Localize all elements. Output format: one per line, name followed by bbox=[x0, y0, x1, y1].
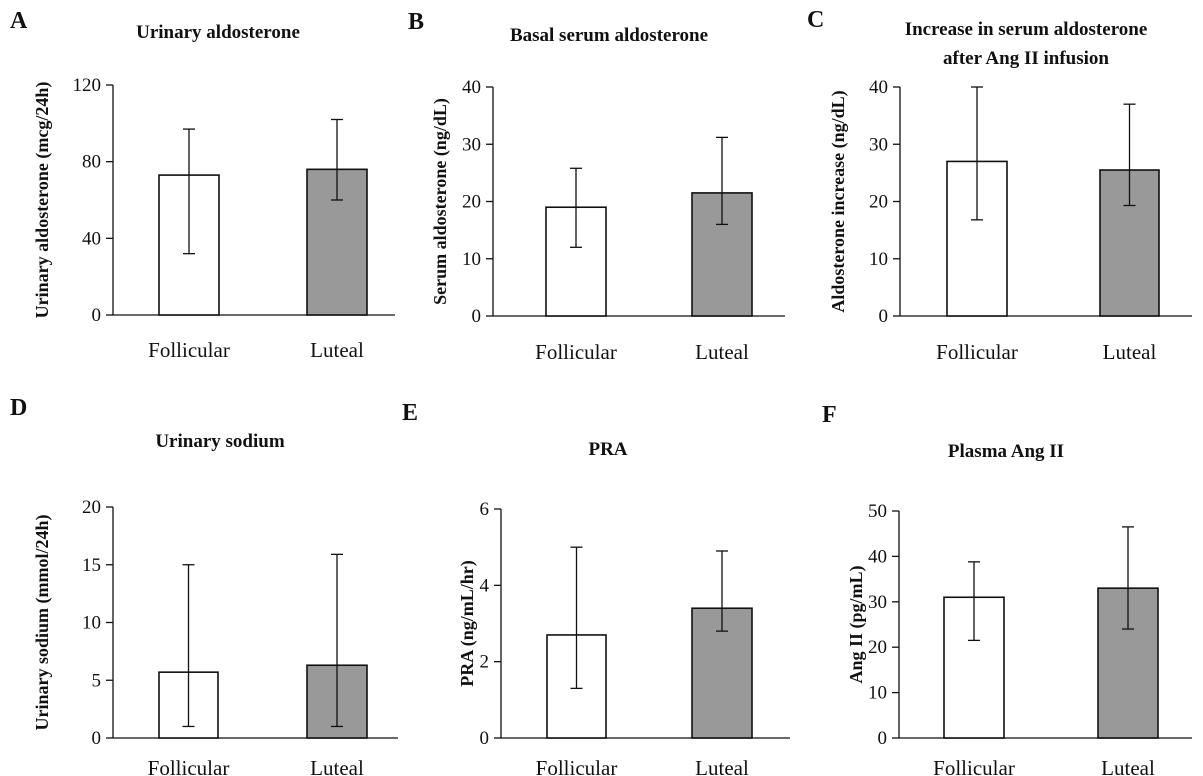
y-tick-label: 0 bbox=[879, 306, 889, 327]
category-label: Luteal bbox=[1101, 756, 1155, 776]
y-tick-label: 120 bbox=[73, 75, 102, 96]
category-label: Follicular bbox=[936, 340, 1018, 364]
y-tick-label: 0 bbox=[92, 728, 102, 749]
y-tick-label: 20 bbox=[82, 497, 101, 518]
y-tick-label: 6 bbox=[480, 499, 490, 520]
y-tick-label: 0 bbox=[878, 728, 888, 749]
y-tick-label: 4 bbox=[480, 575, 490, 596]
panel-d: D Urinary sodium Urinary sodium (mmol/24h)… bbox=[10, 395, 398, 776]
panel-letter: D bbox=[10, 395, 27, 421]
panel-title-line2: after Ang II infusion bbox=[943, 48, 1109, 69]
y-tick-label: 40 bbox=[869, 77, 888, 98]
category-label: Luteal bbox=[310, 338, 364, 362]
category-label: Luteal bbox=[695, 756, 749, 776]
panel-title: Urinary aldosterone bbox=[136, 22, 300, 43]
y-tick-label: 50 bbox=[868, 501, 887, 522]
y-tick-label: 5 bbox=[92, 670, 102, 691]
category-label: Follicular bbox=[535, 340, 617, 364]
y-tick-label: 20 bbox=[462, 192, 481, 213]
category-label: Luteal bbox=[695, 340, 749, 364]
panel-a: A Urinary aldosterone Urinary aldosterone … bbox=[10, 8, 395, 362]
y-tick-label: 40 bbox=[868, 546, 887, 567]
panel-b: B Basal serum aldosterone Serum aldosteron… bbox=[408, 9, 785, 364]
y-tick-label: 0 bbox=[480, 728, 490, 749]
panel-letter: B bbox=[408, 9, 424, 35]
category-label: Follicular bbox=[536, 756, 618, 776]
bar-luteal bbox=[1099, 169, 1160, 317]
category-label: Follicular bbox=[148, 756, 230, 776]
y-tick-label: 15 bbox=[82, 555, 101, 576]
category-label: Luteal bbox=[1103, 340, 1157, 364]
y-tick-label: 10 bbox=[869, 249, 888, 270]
category-label: Luteal bbox=[310, 756, 364, 776]
category-label: Follicular bbox=[933, 756, 1015, 776]
y-tick-label: 40 bbox=[82, 228, 101, 249]
panel-title: Plasma Ang II bbox=[948, 441, 1064, 462]
y-tick-label: 20 bbox=[868, 637, 887, 658]
panel-letter: F bbox=[822, 402, 837, 428]
panel-title: Increase in serum aldosterone bbox=[905, 19, 1148, 40]
y-tick-label: 30 bbox=[868, 592, 887, 613]
panel-title: PRA bbox=[588, 439, 627, 460]
y-axis-label: Urinary aldosterone (mcg/24h) bbox=[32, 82, 53, 319]
panel-letter: E bbox=[402, 400, 418, 426]
panel-e: E PRA PRA (ng/mL/hr) 0 2 4 6 Follicular Luteal bbox=[402, 400, 790, 776]
panel-c: C Increase in serum aldosterone after Ang … bbox=[807, 7, 1192, 364]
category-label: Follicular bbox=[148, 338, 230, 362]
y-axis-label: Ang II (pg/mL) bbox=[846, 565, 867, 683]
y-tick-label: 80 bbox=[82, 152, 101, 173]
panel-letter: C bbox=[807, 7, 824, 33]
panel-letter: A bbox=[10, 8, 28, 34]
y-tick-label: 0 bbox=[92, 305, 102, 326]
y-tick-label: 20 bbox=[869, 192, 888, 213]
y-tick-label: 0 bbox=[472, 306, 482, 327]
panel-f: F Plasma Ang II Ang II (pg/mL) 0 10 20 30 40 50 F… bbox=[822, 402, 1192, 776]
y-tick-label: 10 bbox=[82, 613, 101, 634]
y-tick-label: 30 bbox=[462, 134, 481, 155]
y-axis-label: Urinary sodium (mmol/24h) bbox=[32, 514, 53, 730]
y-axis-label: Aldosterone increase (ng/dL) bbox=[828, 90, 849, 312]
y-tick-label: 40 bbox=[462, 77, 481, 98]
y-tick-label: 10 bbox=[868, 683, 887, 704]
panel-title: Urinary sodium bbox=[155, 431, 284, 452]
y-tick-label: 30 bbox=[869, 134, 888, 155]
y-axis-label: PRA (ng/mL/hr) bbox=[457, 560, 478, 687]
y-axis-label: Serum aldosterone (ng/dL) bbox=[430, 98, 451, 305]
y-tick-label: 2 bbox=[480, 652, 490, 673]
y-tick-label: 10 bbox=[462, 249, 481, 270]
panel-title: Basal serum aldosterone bbox=[510, 25, 708, 46]
